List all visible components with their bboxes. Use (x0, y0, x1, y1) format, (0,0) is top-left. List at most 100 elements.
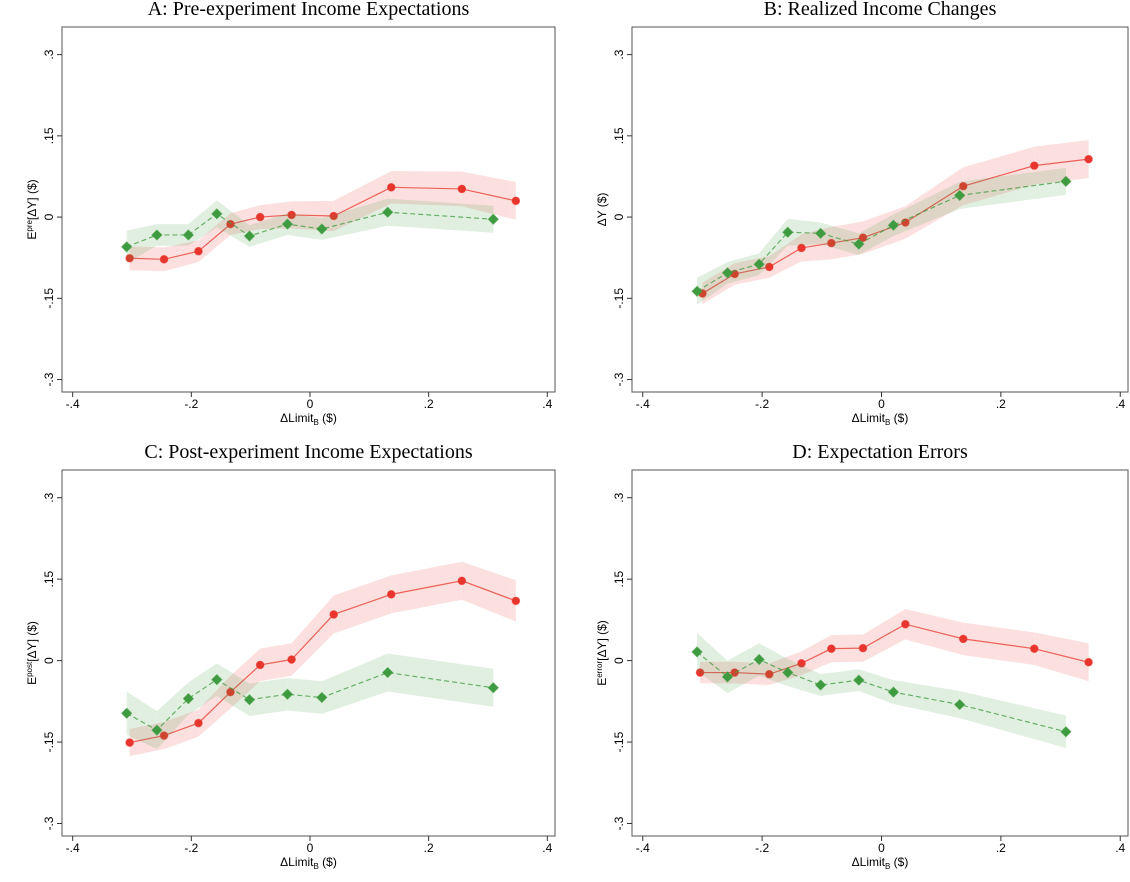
y-tick-label: -.3 (42, 816, 56, 830)
panel: A: Pre-experiment Income Expectations -.4… (25, 0, 556, 427)
x-axis-label: ΔLimitB ($) (852, 411, 909, 427)
y-tick-label: -.3 (42, 372, 56, 386)
marker (1084, 657, 1093, 667)
panel: B: Realized Income Changes -.4 -.2 0 .2 .4 -.3… (595, 0, 1129, 427)
ci-segment (260, 201, 292, 229)
x-tick-label: -.2 (184, 397, 198, 411)
marker (159, 255, 169, 264)
marker (125, 253, 134, 263)
marker (386, 182, 396, 192)
x-tick-label: .2 (424, 841, 434, 855)
x-tick-label: .4 (1115, 841, 1125, 855)
y-tick-label: .3 (42, 492, 56, 502)
marker (958, 181, 968, 191)
ci-segment (216, 200, 250, 247)
x-tick-label: -.4 (66, 841, 80, 855)
ci-segment (858, 669, 894, 705)
marker (721, 267, 734, 279)
marker (386, 590, 396, 599)
ci-segment (959, 167, 1066, 209)
marker (782, 226, 794, 238)
ci-segment (905, 167, 964, 239)
y-tick-label: -.15 (42, 731, 56, 752)
ci-segment (862, 609, 906, 662)
marker (151, 229, 163, 241)
x-tick-label: .4 (1115, 397, 1125, 411)
y-axis-label-part: pre (25, 220, 34, 232)
ci-segment (461, 171, 516, 220)
plot-frame (61, 469, 556, 837)
x-axis-label-part: B (314, 418, 319, 427)
x-tick-label: .2 (996, 397, 1006, 411)
series-line (696, 651, 1067, 733)
ci-segment (188, 200, 217, 246)
plot-frame (61, 26, 556, 393)
x-tick-label: -.4 (66, 397, 80, 411)
marker (457, 576, 467, 586)
y-tick-label: .3 (612, 492, 626, 502)
x-axis-label-part: ΔLimit (852, 411, 886, 425)
ci-segment (461, 561, 516, 622)
marker (281, 218, 294, 230)
y-tick-label: .15 (612, 127, 626, 144)
marker (243, 230, 256, 242)
y-axis-label-part: E (25, 677, 39, 685)
x-tick-label: -.4 (636, 397, 650, 411)
y-axis-label-part: [ΔY] ($) (595, 620, 609, 661)
marker (381, 666, 394, 679)
marker (120, 707, 133, 719)
y-tick-label: .15 (42, 127, 56, 144)
marker (1029, 644, 1039, 653)
marker (753, 653, 765, 666)
ci-segment (759, 218, 788, 276)
marker (1084, 154, 1093, 164)
y-tick-label: -.15 (612, 731, 626, 752)
marker (730, 668, 739, 677)
marker (316, 223, 328, 235)
x-tick-label: 0 (878, 841, 885, 855)
ci-segment (697, 632, 728, 694)
marker (159, 731, 169, 740)
y-axis-label-part: [ΔY] ($) (25, 621, 39, 662)
marker (695, 668, 705, 677)
x-tick-label: .2 (996, 841, 1006, 855)
x-axis-label-part: ($) (890, 411, 908, 425)
marker (853, 238, 865, 250)
y-axis-label: Epre[ΔY] ($) (25, 179, 39, 239)
y-tick-label: .3 (612, 49, 626, 59)
marker (194, 718, 203, 728)
series-line (129, 186, 516, 260)
panel-title: B: Realized Income Changes (764, 0, 997, 20)
x-tick-label: -.4 (636, 841, 650, 855)
x-tick-label: -.2 (755, 397, 769, 411)
ci-segment (156, 682, 189, 750)
y-axis-label: ΔY ($) (595, 193, 609, 227)
panel-title: D: Expectation Errors (792, 441, 968, 463)
marker (287, 210, 296, 220)
ci-segment (787, 658, 821, 696)
ci-segment (893, 680, 960, 719)
marker (1060, 175, 1072, 188)
marker (329, 610, 339, 619)
x-tick-label: 0 (307, 841, 314, 855)
marker (281, 688, 294, 700)
x-axis-label: ΔLimitB ($) (280, 411, 337, 427)
ci-segment (801, 635, 832, 676)
ci-segment (198, 675, 231, 737)
marker (782, 666, 794, 679)
marker (1060, 726, 1072, 738)
marker (329, 211, 339, 221)
marker (753, 258, 765, 270)
marker (381, 206, 394, 218)
ci-segment (126, 691, 157, 750)
panel-title: A: Pre-experiment Income Expectations (148, 0, 470, 20)
plot-frame (631, 26, 1129, 393)
marker (814, 227, 827, 240)
ci-segment (769, 234, 802, 278)
x-axis-label-part: ($) (319, 855, 337, 869)
ci-segment (387, 198, 494, 233)
y-tick-label: -.15 (42, 288, 56, 309)
plot-frame (631, 469, 1129, 837)
marker (797, 659, 806, 668)
x-axis-label-part: B (885, 418, 890, 427)
